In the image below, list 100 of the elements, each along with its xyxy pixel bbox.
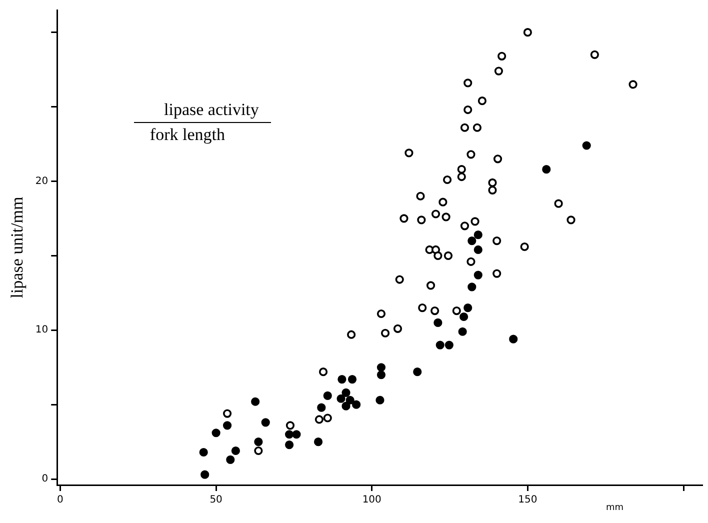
x-tick-label: 0 xyxy=(57,494,64,506)
point xyxy=(380,328,390,338)
point xyxy=(338,374,346,384)
point xyxy=(418,304,427,312)
point xyxy=(254,438,263,446)
point xyxy=(434,251,442,260)
point xyxy=(474,270,482,280)
point xyxy=(457,165,466,174)
y-tick-label: 20 xyxy=(35,176,48,187)
point xyxy=(460,312,468,322)
annotation: lipase activity xyxy=(134,100,271,123)
point xyxy=(199,448,208,457)
point xyxy=(395,275,404,284)
point xyxy=(464,78,472,88)
point xyxy=(231,446,240,456)
point xyxy=(342,402,350,410)
point xyxy=(284,440,294,450)
point xyxy=(212,428,220,438)
point xyxy=(404,148,414,158)
y-tick-label: 0 xyxy=(42,474,48,485)
point xyxy=(444,251,453,260)
point xyxy=(494,66,504,76)
point xyxy=(222,409,232,418)
point xyxy=(284,430,294,439)
point xyxy=(492,236,502,246)
point xyxy=(348,374,357,384)
point xyxy=(226,455,235,464)
point xyxy=(474,245,482,254)
point xyxy=(466,257,476,266)
point xyxy=(590,50,599,59)
point xyxy=(458,327,467,336)
x-tick-label: 50 xyxy=(210,494,222,506)
x-tick-label: 100 xyxy=(362,494,382,506)
point xyxy=(393,324,402,333)
point xyxy=(323,414,332,422)
point xyxy=(400,214,408,223)
point xyxy=(523,28,532,37)
point xyxy=(464,304,472,312)
point xyxy=(466,150,476,159)
point xyxy=(436,340,444,350)
point xyxy=(542,165,551,174)
point xyxy=(376,363,386,372)
point xyxy=(413,368,422,376)
point xyxy=(336,394,346,403)
point xyxy=(434,318,442,327)
point xyxy=(442,212,450,222)
point xyxy=(566,216,576,224)
point xyxy=(460,123,470,132)
point xyxy=(430,306,440,316)
point xyxy=(468,236,476,246)
point xyxy=(582,141,591,150)
point xyxy=(254,446,263,456)
point xyxy=(488,178,497,188)
point xyxy=(444,340,454,350)
point xyxy=(426,281,436,290)
point xyxy=(251,397,260,406)
point xyxy=(261,418,270,427)
point xyxy=(323,391,332,400)
point xyxy=(509,334,518,344)
point xyxy=(342,388,350,397)
point xyxy=(493,154,502,164)
point xyxy=(292,430,301,439)
point xyxy=(554,199,563,208)
point xyxy=(417,216,426,224)
point xyxy=(442,175,452,184)
point xyxy=(492,269,502,278)
point xyxy=(472,123,482,132)
point xyxy=(314,438,323,446)
x-axis-title: mm xyxy=(606,503,624,513)
point xyxy=(431,210,440,218)
point xyxy=(457,172,466,182)
x-tick-label: 150 xyxy=(518,494,538,506)
point xyxy=(416,192,425,200)
point xyxy=(314,415,324,424)
annotation: fork length xyxy=(148,124,226,145)
point xyxy=(520,242,529,252)
point xyxy=(376,396,384,404)
point xyxy=(222,421,232,430)
point xyxy=(347,330,356,339)
point xyxy=(200,470,210,479)
point xyxy=(478,96,486,106)
point xyxy=(438,198,448,206)
point xyxy=(488,186,497,194)
point xyxy=(468,282,476,292)
point xyxy=(464,105,472,114)
point xyxy=(460,222,470,230)
point xyxy=(376,370,386,380)
point xyxy=(376,309,386,318)
y-tick-label: 10 xyxy=(35,324,48,336)
point xyxy=(498,52,506,60)
point xyxy=(317,403,326,412)
point xyxy=(318,368,328,376)
y-axis-title: lipase unit/mm xyxy=(8,196,27,298)
point xyxy=(346,396,354,404)
point xyxy=(286,421,295,430)
point xyxy=(628,80,638,89)
point xyxy=(474,230,482,240)
point xyxy=(352,400,361,409)
point xyxy=(470,217,480,226)
point xyxy=(452,306,461,316)
